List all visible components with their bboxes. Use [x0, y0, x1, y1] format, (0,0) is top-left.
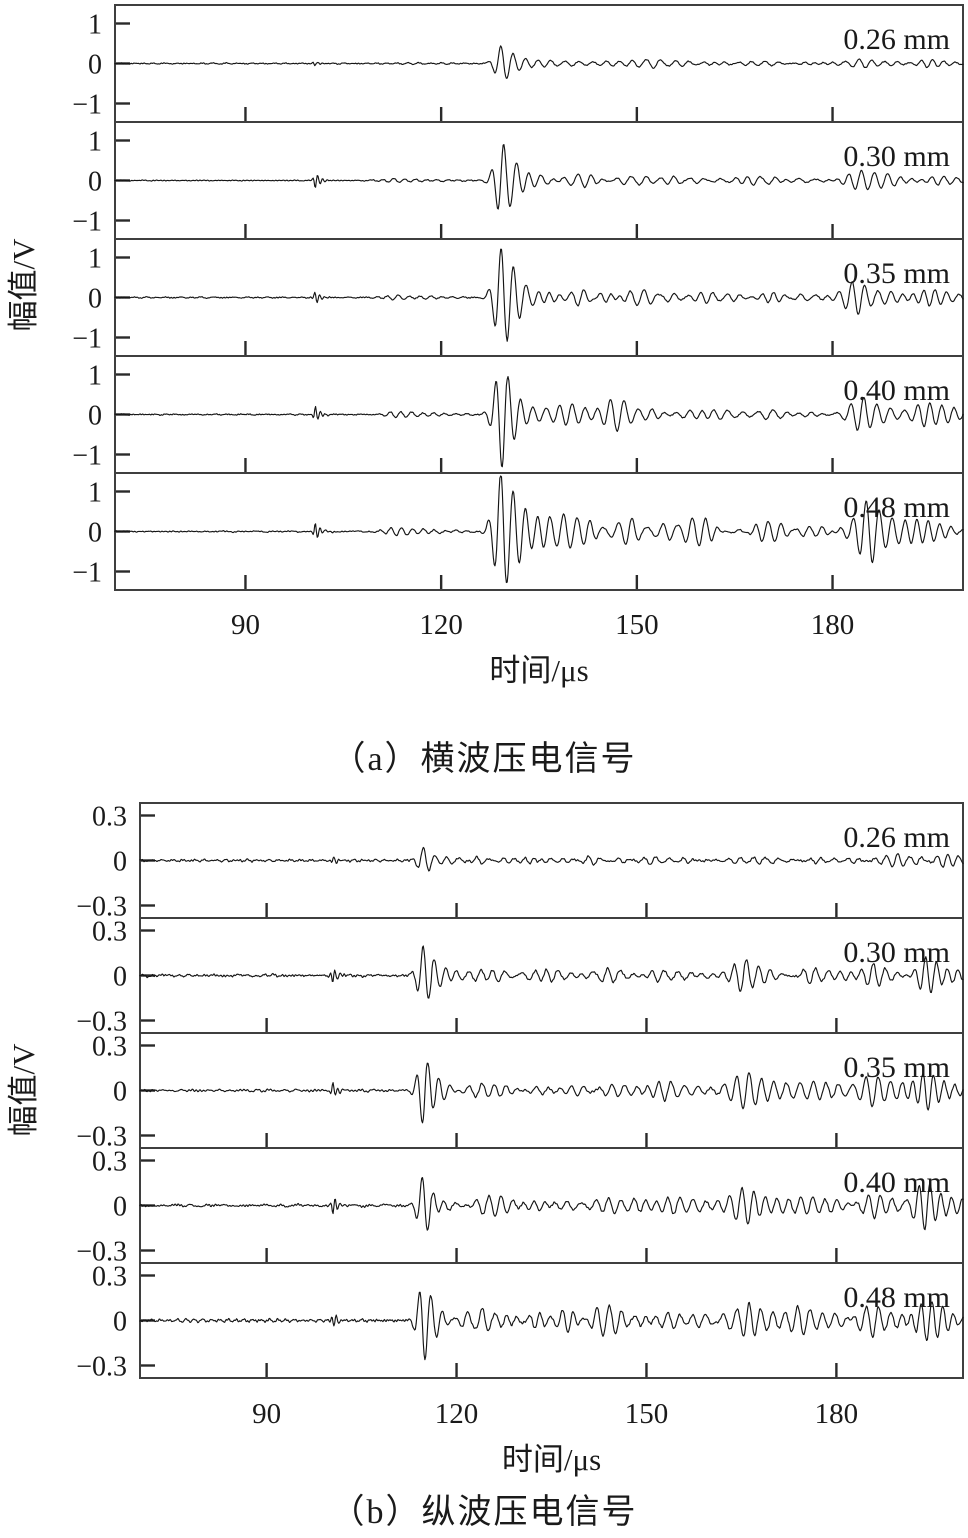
- waveform-trace: [139, 945, 964, 999]
- waveform-trace: [139, 1291, 964, 1361]
- panel-thickness-label: 0.40 mm: [843, 1166, 950, 1199]
- waveform-trace: [114, 248, 964, 342]
- y-tick-label: 0.3: [92, 917, 127, 948]
- y-tick-label: −0.3: [76, 1237, 127, 1268]
- panel-thickness-label: 0.48 mm: [843, 491, 950, 524]
- y-tick-label: 1: [88, 244, 102, 275]
- y-tick-label: 0: [113, 1307, 127, 1338]
- y-tick-label: 0: [113, 1077, 127, 1108]
- y-tick-label: 0.3: [92, 1032, 127, 1063]
- waveform-trace: [139, 1062, 964, 1124]
- y-tick-label: 0: [113, 962, 127, 993]
- y-tick-label: −0.3: [76, 1352, 127, 1383]
- x-tick-label: 150: [615, 609, 659, 641]
- y-axis-label-b: 幅值/V: [6, 1043, 41, 1137]
- y-tick-label: 0: [88, 518, 102, 549]
- panel-thickness-label: 0.30 mm: [843, 936, 950, 969]
- panel-thickness-label: 0.35 mm: [843, 1051, 950, 1084]
- y-tick-label: 0.3: [92, 1147, 127, 1178]
- panel-thickness-label: 0.30 mm: [843, 140, 950, 173]
- x-tick-label: 180: [811, 609, 855, 641]
- waveform-trace: [114, 376, 964, 468]
- y-tick-label: 1: [88, 478, 102, 509]
- y-tick-label: −1: [72, 558, 102, 589]
- waveform-trace: [139, 1177, 964, 1231]
- panel-thickness-label: 0.48 mm: [843, 1281, 950, 1314]
- y-tick-label: 0: [88, 284, 102, 315]
- waveform-trace: [139, 846, 964, 872]
- y-tick-label: 1: [88, 127, 102, 158]
- subpanel-frame: [139, 917, 964, 1034]
- y-axis-label-a: 幅值/V: [6, 238, 41, 332]
- y-tick-label: 0: [113, 847, 127, 878]
- y-tick-label: 0: [88, 167, 102, 198]
- shear-wave-chart: 1 0 −1 0.26 mm 1 0 −1 0.30 mm 1 0 −1 0.35 mm 1 0 −1 0.4…: [72, 4, 964, 688]
- y-tick-label: −0.3: [76, 892, 127, 923]
- y-tick-label: 0.3: [92, 802, 127, 833]
- caption-a: （a）横波压电信号: [331, 741, 637, 778]
- y-tick-label: 0: [113, 1192, 127, 1223]
- x-tick-label: 150: [625, 1398, 669, 1430]
- y-tick-label: −1: [72, 441, 102, 472]
- longitudinal-wave-chart: 0.30−0.30.26 mm0.30−0.30.30 mm0.30−0.30.…: [76, 802, 964, 1477]
- y-tick-label: −1: [72, 207, 102, 238]
- y-tick-label: −1: [72, 90, 102, 121]
- waveform-trace: [114, 143, 964, 210]
- y-tick-label: −1: [72, 324, 102, 355]
- y-tick-label: 0.3: [92, 1262, 127, 1293]
- caption-b: （b）纵波压电信号: [330, 1494, 638, 1531]
- y-tick-label: 1: [88, 361, 102, 392]
- y-tick-label: −0.3: [76, 1007, 127, 1038]
- x-tick-label: 90: [252, 1398, 281, 1430]
- panel-thickness-label: 0.26 mm: [843, 23, 950, 56]
- y-tick-label: 0: [88, 401, 102, 432]
- x-tick-label: 120: [419, 609, 463, 641]
- x-tick-label: 120: [435, 1398, 479, 1430]
- waveform-trace: [114, 475, 964, 584]
- y-tick-label: 1: [88, 10, 102, 41]
- x-tick-label: 90: [231, 609, 260, 641]
- x-axis-label: 时间/μs: [502, 1442, 601, 1477]
- panel-thickness-label: 0.40 mm: [843, 374, 950, 407]
- y-tick-label: −0.3: [76, 1122, 127, 1153]
- panel-thickness-label: 0.26 mm: [843, 821, 950, 854]
- panel-thickness-label: 0.35 mm: [843, 257, 950, 290]
- x-tick-label: 180: [815, 1398, 859, 1430]
- waveform-trace: [114, 45, 964, 79]
- x-axis-label: 时间/μs: [489, 653, 588, 688]
- y-tick-label: 0: [88, 50, 102, 81]
